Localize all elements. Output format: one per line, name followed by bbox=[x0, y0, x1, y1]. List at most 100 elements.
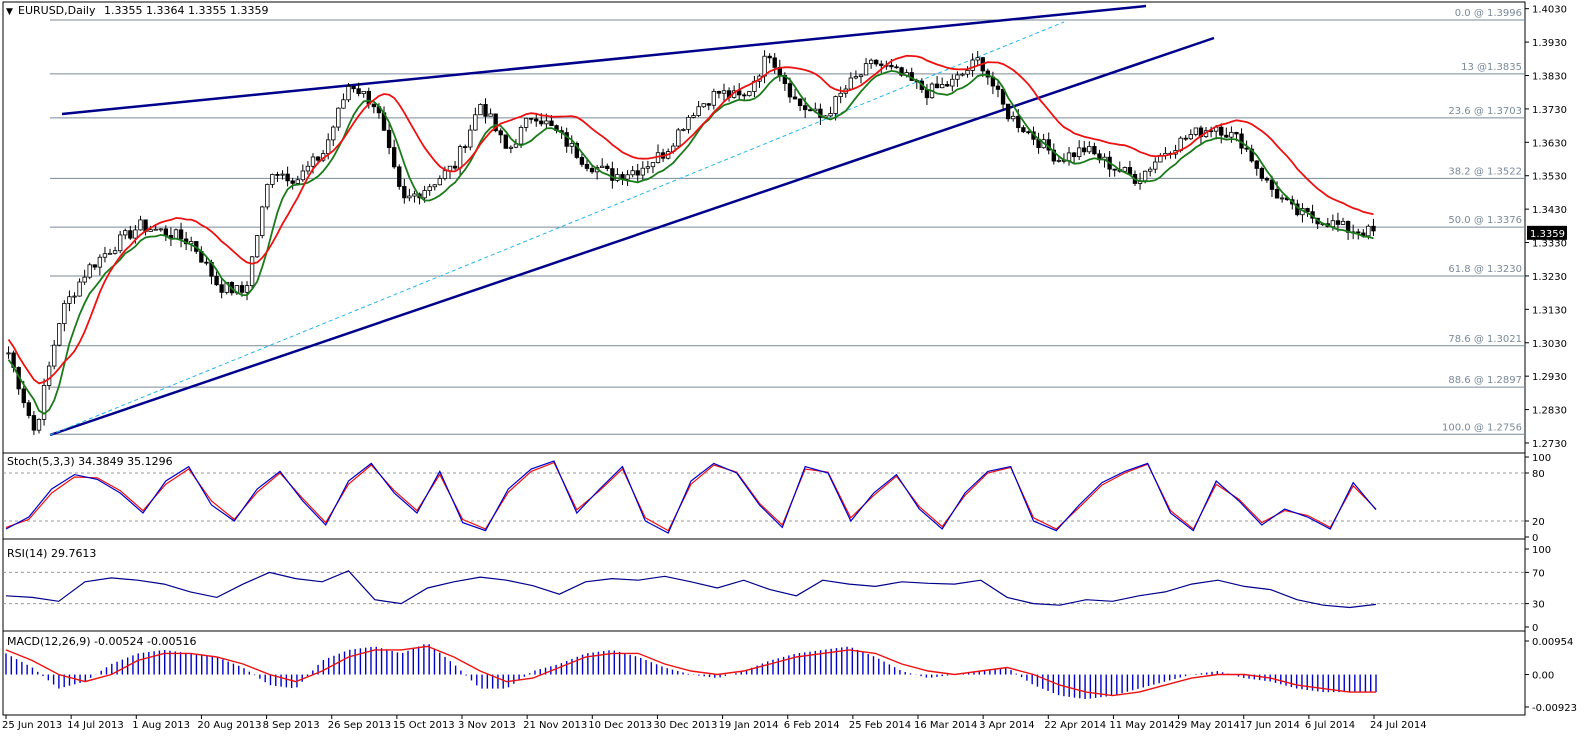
candle-body bbox=[158, 228, 163, 231]
candle-body bbox=[985, 70, 991, 78]
macd-panel: 0.00954 0.00 -0.00923 bbox=[5, 637, 1577, 714]
candle-body bbox=[107, 252, 113, 255]
candle-body bbox=[300, 170, 306, 181]
candle-body bbox=[747, 91, 752, 97]
fib-level-label: 50.0 @ 1.3376 bbox=[1448, 215, 1522, 226]
candle-body bbox=[67, 296, 72, 304]
time-tick-label: 25 Jun 2013 bbox=[2, 720, 62, 731]
time-tick-label: 10 Dec 2013 bbox=[588, 720, 652, 731]
rsi-title: RSI(14) 29.7613 bbox=[7, 547, 96, 560]
candle-body bbox=[1340, 220, 1346, 225]
candle-body bbox=[676, 129, 681, 147]
candle-body bbox=[1249, 148, 1254, 162]
candle-body bbox=[630, 170, 635, 176]
candle-body bbox=[792, 96, 798, 100]
candle-body bbox=[797, 98, 803, 107]
candle-body bbox=[787, 83, 793, 98]
candle-body bbox=[1274, 189, 1280, 199]
candle-body bbox=[31, 415, 37, 431]
time-tick-label: 11 May 2014 bbox=[1109, 720, 1174, 731]
candle-body bbox=[874, 59, 879, 65]
candle-body bbox=[153, 228, 158, 231]
candle-body bbox=[995, 85, 1001, 90]
price-tick-label: 1.3330 bbox=[1532, 239, 1567, 250]
upper-trendline[interactable] bbox=[61, 4, 1147, 116]
candle-body bbox=[148, 229, 153, 232]
candle-body bbox=[128, 230, 133, 239]
candle-body bbox=[82, 276, 87, 283]
candle-body bbox=[422, 190, 427, 199]
candle-body bbox=[544, 120, 549, 125]
candle-body bbox=[260, 206, 265, 237]
candle-body bbox=[858, 74, 864, 77]
candle-body bbox=[452, 165, 458, 169]
candle-body bbox=[123, 230, 128, 236]
fib-diagonal-dashed[interactable] bbox=[49, 21, 1065, 436]
candle-body bbox=[686, 117, 691, 130]
candle-body bbox=[285, 173, 290, 182]
macd-signal-line bbox=[5, 645, 1376, 697]
candle-body bbox=[1021, 127, 1026, 133]
candle-body bbox=[1305, 208, 1310, 213]
candle-body bbox=[1224, 134, 1229, 138]
candle-body bbox=[1122, 167, 1128, 172]
price-tick-label: 1.2930 bbox=[1532, 372, 1567, 383]
fib-level-label: 78.6 @ 1.3021 bbox=[1448, 334, 1522, 345]
price-tick-label: 1.2830 bbox=[1532, 406, 1567, 417]
candle-body bbox=[645, 166, 651, 169]
candle-body bbox=[1234, 131, 1239, 135]
candle-body bbox=[1188, 134, 1193, 140]
candle-body bbox=[640, 167, 645, 176]
candle-body bbox=[315, 156, 321, 161]
time-tick-label: 21 Nov 2013 bbox=[523, 720, 587, 731]
candle-body bbox=[1076, 147, 1082, 158]
price-axis: 1.4030 1.3930 1.3830 1.3730 1.3630 1.3530 1.34… bbox=[1525, 5, 1567, 450]
candle-body bbox=[1183, 137, 1188, 140]
candle-body bbox=[138, 219, 143, 231]
lower-trendline[interactable] bbox=[49, 36, 1215, 437]
ohlc-label: 1.3355 1.3364 1.3355 1.3359 bbox=[104, 4, 268, 17]
time-tick-label: 19 Jan 2014 bbox=[719, 720, 779, 731]
candle-body bbox=[1056, 159, 1062, 162]
candle-body bbox=[178, 229, 184, 240]
candle-body bbox=[21, 388, 26, 404]
candle-body bbox=[894, 66, 899, 69]
time-tick-label: 6 Feb 2014 bbox=[784, 720, 840, 731]
axis-tick-label: 100 bbox=[1532, 545, 1551, 556]
candle-body bbox=[1244, 147, 1249, 150]
price-tick-label: 1.3830 bbox=[1532, 71, 1567, 82]
candle-body bbox=[290, 180, 295, 184]
time-tick-label: 22 Apr 2014 bbox=[1044, 720, 1106, 731]
axis-tick-label: 0.00 bbox=[1532, 671, 1554, 682]
fib-level-label: 61.8 @ 1.3230 bbox=[1448, 264, 1522, 275]
axis-tick-label: 70 bbox=[1532, 568, 1545, 579]
candle-body bbox=[1071, 152, 1077, 158]
time-tick-label: 30 Dec 2013 bbox=[653, 720, 717, 731]
candle-body bbox=[772, 57, 777, 68]
axis-tick-label: 0 bbox=[1532, 623, 1538, 634]
candle-body bbox=[52, 344, 57, 367]
price-tick-label: 1.3630 bbox=[1532, 138, 1567, 149]
candle-body bbox=[244, 285, 250, 293]
price-tick-label: 1.4030 bbox=[1532, 5, 1567, 16]
stoch-main-line bbox=[5, 460, 1377, 534]
candle-body bbox=[254, 235, 260, 258]
candle-body bbox=[742, 94, 747, 97]
candle-body bbox=[838, 92, 843, 97]
dropdown-arrow-icon[interactable]: ▼ bbox=[6, 7, 13, 17]
candle-body bbox=[1153, 161, 1158, 170]
candle-body bbox=[371, 103, 377, 108]
candle-body bbox=[970, 59, 975, 71]
axis-tick-label: -0.00923 bbox=[1532, 703, 1577, 714]
macd-panel-frame bbox=[2, 630, 1526, 716]
candle-body bbox=[87, 264, 92, 278]
candle-body bbox=[1011, 115, 1016, 120]
candle-body bbox=[1087, 146, 1092, 153]
candle-body bbox=[1005, 103, 1011, 120]
candle-body bbox=[635, 170, 640, 176]
candle-body bbox=[701, 103, 706, 108]
candle-body bbox=[1229, 131, 1234, 138]
candle-body bbox=[437, 178, 443, 186]
candle-body bbox=[853, 76, 859, 79]
candle-body bbox=[1193, 127, 1199, 135]
